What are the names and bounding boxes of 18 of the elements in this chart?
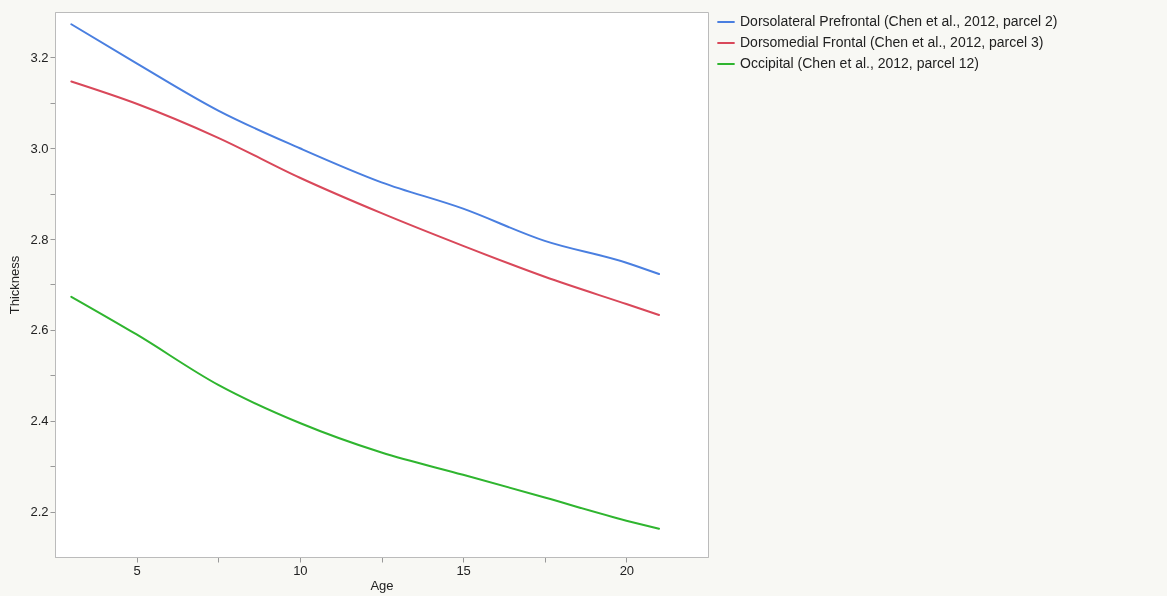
- x-tick-label: 20: [619, 562, 635, 578]
- legend-label: Occipital (Chen et al., 2012, parcel 12): [740, 55, 979, 71]
- y-axis-title: Thickness: [7, 255, 23, 315]
- y-tick-label: 2.4: [30, 413, 49, 429]
- line-series: [70, 295, 661, 530]
- legend-label: Dorsomedial Frontal (Chen et al., 2012, parcel 3): [740, 34, 1044, 50]
- x-axis-title: Age: [370, 577, 394, 593]
- legend-label: Dorsolateral Prefrontal (Chen et al., 2012, parcel 2): [740, 13, 1058, 29]
- y-tick-label: 2.2: [30, 504, 49, 520]
- y-tick-label: 3.2: [30, 49, 49, 65]
- y-tick-label: 2.8: [30, 231, 49, 247]
- y-tick-label: 2.6: [30, 322, 49, 338]
- y-tick-label: 3.0: [30, 140, 49, 156]
- x-tick-label: 5: [133, 562, 141, 578]
- line-series: [70, 23, 661, 276]
- x-tick-label: 10: [293, 562, 308, 578]
- line-series: [70, 80, 661, 316]
- x-tick-label: 15: [456, 562, 471, 578]
